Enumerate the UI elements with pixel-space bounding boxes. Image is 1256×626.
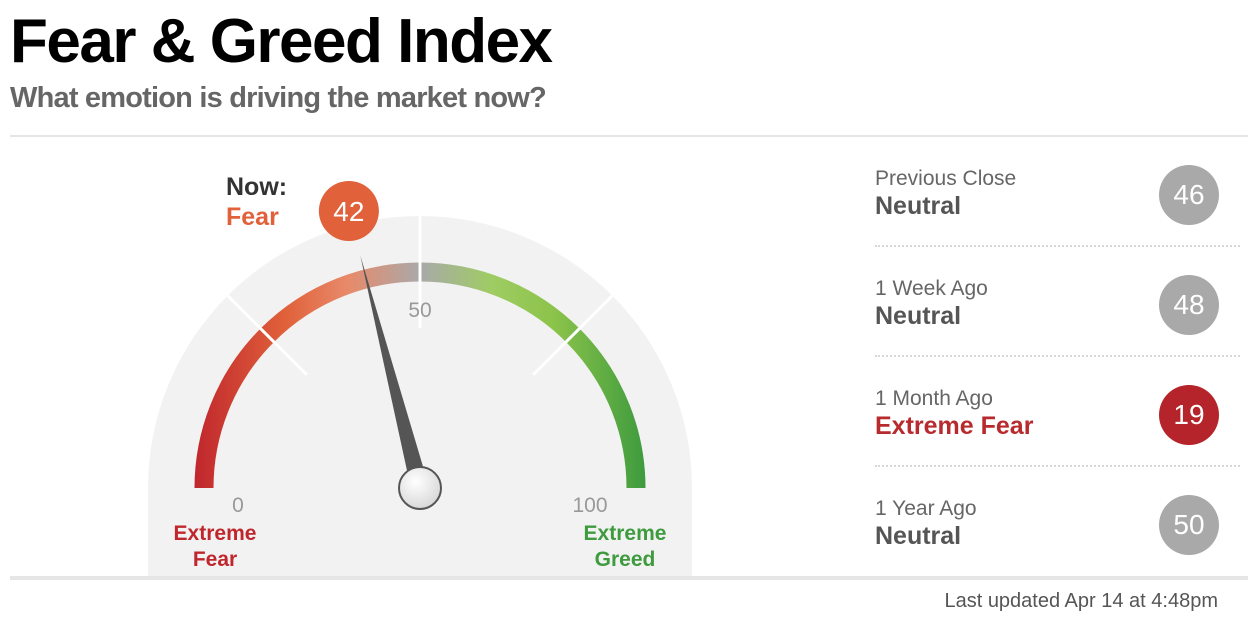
history-rating: Neutral (875, 302, 962, 330)
gauge-divider-75 (532, 294, 614, 376)
page-title: Fear & Greed Index (10, 7, 553, 76)
history-label: 1 Week Ago (875, 277, 988, 300)
fear-greed-gauge: 0 50 100 Extreme Fear Extreme Greed 42 (148, 180, 692, 577)
history-value-badge: 46 (1159, 165, 1219, 225)
current-value-badge (318, 180, 379, 241)
history-rating: Extreme Fear (875, 412, 1034, 440)
bottom-divider (10, 576, 1248, 580)
history-row-1-month-ago: 1 Month Ago Extreme Fear 19 (875, 357, 1240, 467)
gauge-background (148, 216, 692, 577)
current-value: 42 (333, 196, 364, 227)
gauge-needle (360, 255, 429, 491)
tick-label-100: 100 (572, 494, 607, 517)
gauge-dividers (226, 216, 614, 376)
tick-label-0: 0 (232, 494, 244, 517)
extreme-fear-label-line2: Fear (193, 548, 237, 571)
now-rating: Fear (226, 203, 279, 231)
extreme-greed-label-line2: Greed (595, 548, 656, 571)
history-label: Previous Close (875, 167, 1017, 190)
last-updated: Last updated Apr 14 at 4:48pm (944, 590, 1218, 612)
history-value-badge: 48 (1159, 275, 1219, 335)
extreme-greed-label-line1: Extreme (584, 522, 667, 545)
history-label: 1 Year Ago (875, 497, 977, 520)
now-label: Now: (226, 173, 288, 201)
tick-label-50: 50 (408, 299, 431, 322)
page-subtitle: What emotion is driving the market now? (10, 82, 547, 114)
history-row-previous-close: Previous Close Neutral 46 (875, 137, 1240, 247)
history-row-1-week-ago: 1 Week Ago Neutral 48 (875, 247, 1240, 357)
top-divider (10, 135, 1248, 137)
history-rating: Neutral (875, 192, 962, 220)
history-row-1-year-ago: 1 Year Ago Neutral 50 (875, 467, 1240, 577)
history-label: 1 Month Ago (875, 387, 993, 410)
extreme-fear-label-line1: Extreme (174, 522, 257, 545)
gauge-divider-25 (226, 294, 308, 376)
history-value-badge: 19 (1159, 385, 1219, 445)
history-value-badge: 50 (1159, 495, 1219, 555)
history-rating: Neutral (875, 522, 962, 550)
history-list: Previous Close Neutral 46 1 Week Ago Neu… (875, 137, 1240, 577)
gauge-hub (398, 466, 442, 510)
